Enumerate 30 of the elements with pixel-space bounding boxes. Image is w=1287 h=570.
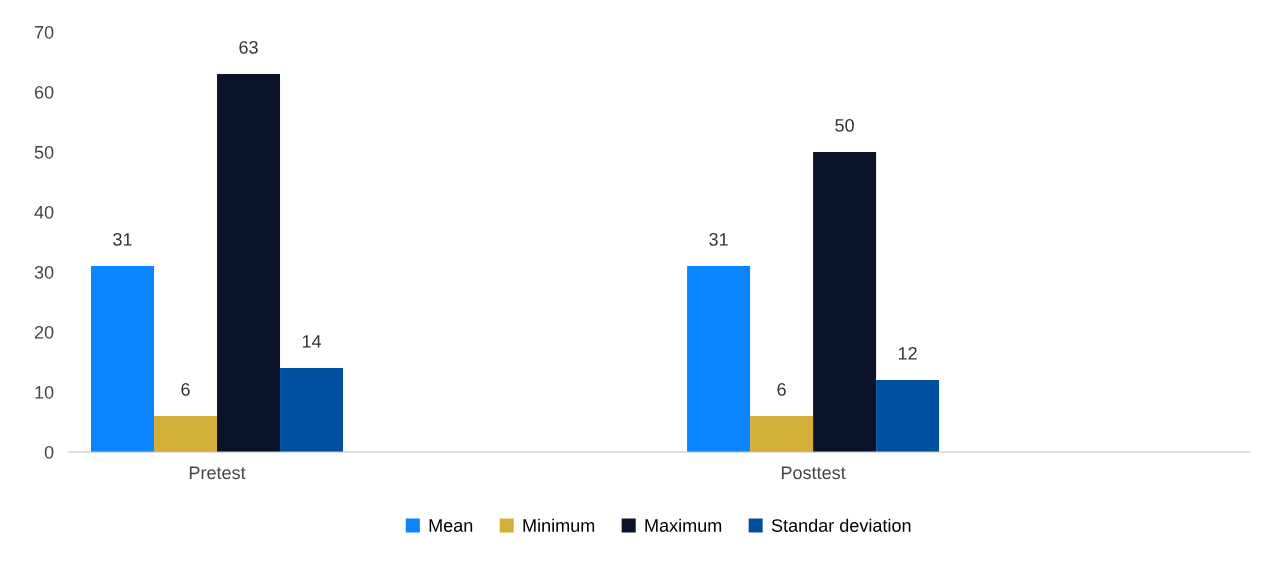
bar [154,416,218,452]
data-label: 31 [113,232,132,246]
legend-label: Mean [429,519,473,532]
bar [280,368,344,452]
y-tick-label: 50 [34,145,54,159]
data-label: 63 [239,40,258,54]
bar [687,266,751,452]
legend-label: Minimum [523,518,595,532]
data-label: 6 [777,382,786,396]
data-label: 6 [181,382,190,396]
legend-label: Maximum [645,518,722,532]
bar [876,380,940,452]
y-tick-label: 30 [34,265,54,279]
y-tick-label: 40 [34,205,54,219]
legend-label: Standar deviation [771,518,911,532]
data-label: 14 [302,335,322,348]
bar [91,266,155,452]
x-tick-label: Posttest [781,466,846,480]
y-tick-label: 10 [35,385,54,399]
data-label: 31 [709,232,728,246]
y-tick-label: 60 [34,85,54,99]
data-label: 50 [835,118,854,132]
bar [813,152,877,452]
bar [217,74,281,452]
data-label: 12 [898,346,917,360]
y-tick-label: 0 [44,445,54,459]
y-tick-label: 70 [34,25,54,39]
x-tick-label: Pretest [189,466,246,480]
y-tick-label: 20 [34,325,54,339]
bar [750,416,814,452]
